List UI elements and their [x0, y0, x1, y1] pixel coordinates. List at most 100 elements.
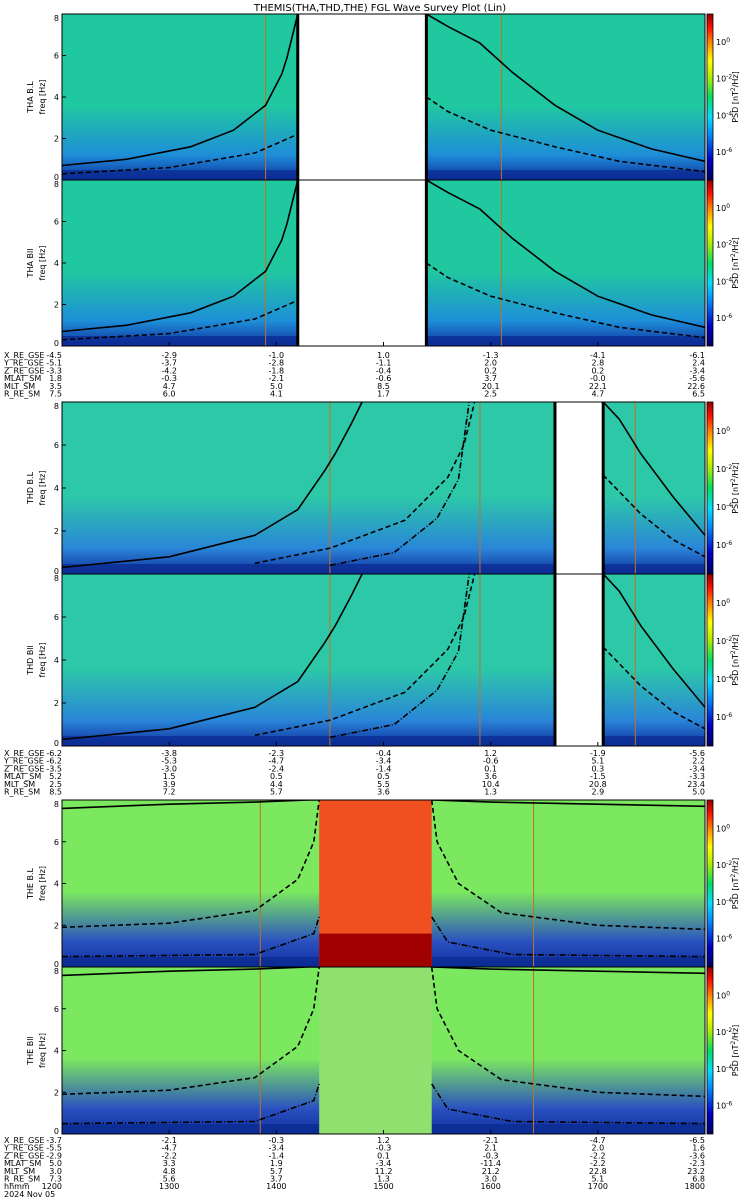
colorbar: 100 10-2 10-4 10-6 PSD [nT2/Hz] — [706, 573, 740, 747]
ephem-value: 2.5 — [49, 780, 62, 789]
colorbar-scale — [706, 573, 714, 747]
half-fce-curve — [430, 800, 705, 931]
ephem-value: -4.1 — [590, 351, 606, 360]
ephem-value: 2.5 — [484, 390, 497, 399]
low-frequency-band — [62, 564, 705, 574]
colorbar-tick-label: 100 — [716, 598, 730, 608]
ephem-value: 4.7 — [591, 390, 604, 399]
ephem-value: -5.6 — [689, 374, 705, 383]
y-tick-label: 0 — [54, 339, 59, 348]
ephem-value: 2.8 — [591, 359, 604, 368]
ephem-value: 1.8 — [49, 374, 62, 383]
ephem-value: -0.3 — [269, 1136, 285, 1145]
ephem-value: -0.3 — [483, 1151, 499, 1160]
ephemeris-the: X_RE_GSE -3.7 -2.1 -0.3 1.2 -2.1 -4.7 -6.5Y_RE_… — [3, 1130, 706, 1191]
ephem-value: 7.2 — [163, 788, 176, 797]
spectrogram-thd-bll: 0 2 4 6 8 THD Bll freq [Hz] 100 10-2 10-4 10-6 PSD … — [26, 573, 740, 748]
half-fce-curve — [62, 967, 320, 1096]
ephem-value: 1500 — [373, 1182, 393, 1191]
fce-curve — [431, 800, 705, 808]
y-tick-label: 0 — [54, 173, 59, 182]
ephem-value: 0.5 — [270, 772, 283, 781]
ephem-value: -11.4 — [480, 1159, 501, 1168]
ephem-row-label: Z_RE_GSE — [4, 764, 44, 773]
ephem-value: 1.7 — [377, 390, 390, 399]
panel-ylabel: THE Bll — [26, 1036, 35, 1065]
y-tick-label: 8 — [54, 180, 59, 189]
panel-ylabel: THD B.L — [26, 471, 35, 505]
ephem-value: 3.9 — [163, 780, 176, 789]
ephem-value: -2.9 — [46, 1151, 62, 1160]
ephem-value: 1.0 — [377, 351, 390, 360]
ephem-row-label: MLT_SM — [4, 382, 35, 391]
colorbar-tick-label: 10-4 — [716, 502, 732, 512]
colorbar-tick-label: 10-6 — [716, 540, 732, 550]
ephem-value: -1.4 — [269, 1151, 285, 1160]
colorbar-scale — [706, 179, 714, 347]
half-fce-curve — [62, 299, 299, 341]
ephem-value: -3.4 — [376, 1159, 392, 1168]
colorbar-scale — [706, 966, 714, 1135]
ephem-row-label: MLT_SM — [4, 1167, 35, 1176]
ephem-value: -6.1 — [689, 351, 705, 360]
colorbar: 100 10-2 10-4 10-6 PSD [nT2/Hz] — [706, 13, 740, 181]
ephem-value: 4.4 — [270, 780, 283, 789]
ephem-value: 1.6 — [692, 1144, 705, 1153]
ephem-row-label: X_RE_GSE — [4, 1136, 44, 1145]
colorbar-tick-label: 10-2 — [716, 74, 732, 84]
ephem-value: 5.5 — [377, 780, 390, 789]
ephem-value: 0.2 — [484, 366, 497, 375]
colorbar-tick-label: 10-2 — [716, 636, 732, 646]
colorbar: 100 10-2 10-4 10-6 PSD [nT2/Hz] — [706, 799, 740, 968]
ephemeris-tha: X_RE_GSE -4.5 -2.9 -1.0 1.0 -1.3 -4.1 -6.1 Y_RE_… — [3, 342, 706, 399]
ephem-value: -0.0 — [590, 374, 606, 383]
half-fce-curve — [430, 967, 705, 1098]
colorbar-tick-label: 10-6 — [716, 147, 732, 157]
colorbar-tick-label: 10-6 — [716, 313, 732, 323]
ephem-value: 23.2 — [687, 1167, 705, 1176]
y-tick-label: 0 — [54, 567, 59, 576]
colorbar-tick-label: 10-6 — [716, 934, 732, 944]
freq-axis-label: freq [Hz] — [38, 643, 47, 678]
fce-curve — [62, 14, 299, 167]
ephem-value: 1800 — [685, 1182, 705, 1191]
colorbar-label: PSD [nT2/Hz] — [730, 1025, 740, 1077]
ephem-value: 22.6 — [687, 382, 705, 391]
ephem-value: 3.5 — [49, 382, 62, 391]
ephem-row-label: Y_RE_GSE — [3, 757, 44, 766]
data-gap — [554, 574, 604, 746]
ephem-value: 1400 — [266, 1182, 286, 1191]
y-tick-label: 4 — [54, 656, 59, 665]
y-tick-label: 8 — [54, 14, 59, 23]
ephem-row-label: MLAT_SM — [4, 1159, 41, 1168]
half-fce-curve — [254, 574, 476, 737]
figure-title: THEMIS(THA,THD,THE) FGL Wave Survey Plot… — [253, 3, 506, 14]
ephem-value: 20.1 — [482, 382, 500, 391]
ephem-value: -3.5 — [46, 764, 62, 773]
data-gap — [554, 402, 604, 574]
ephem-value: 6.8 — [692, 1175, 705, 1184]
y-tick-label: 2 — [54, 1088, 59, 1097]
ephem-value: -3.8 — [161, 749, 177, 758]
y-tick-label: 4 — [54, 259, 59, 268]
ephem-value: 2.4 — [692, 359, 705, 368]
half-fce-curve — [254, 402, 476, 565]
ephem-value: 0.3 — [591, 764, 604, 773]
ephem-value: 0.2 — [591, 366, 604, 375]
y-tick-label: 8 — [54, 967, 59, 976]
low-frequency-band — [62, 736, 705, 746]
colorbar-tick-label: 10-6 — [716, 712, 732, 722]
ephem-row-label: MLAT_SM — [4, 374, 41, 383]
ephem-value: 5.0 — [692, 788, 705, 797]
ephem-value: -2.1 — [269, 374, 285, 383]
colorbar-tick-label: 100 — [716, 426, 730, 436]
y-tick-label: 2 — [54, 527, 59, 536]
colorbar-scale — [706, 13, 714, 181]
colorbar-tick-label: 100 — [716, 37, 730, 47]
ephem-value: 5.6 — [163, 1175, 176, 1184]
ephem-value: -5.5 — [46, 1144, 62, 1153]
ephem-value: -2.3 — [689, 1159, 705, 1168]
colorbar-tick-label: 10-6 — [716, 1101, 732, 1111]
ephem-row-label: X_RE_GSE — [4, 749, 44, 758]
